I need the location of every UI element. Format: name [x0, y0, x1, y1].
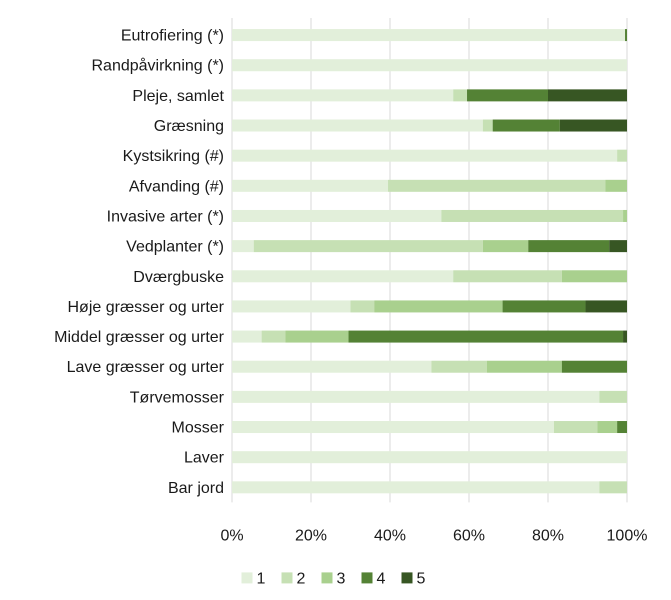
x-tick-label: 100% [607, 527, 648, 544]
bar-segment-series-5 [548, 89, 627, 102]
bar-segment-series-1 [232, 240, 254, 253]
bar-segment-series-4 [625, 29, 627, 42]
category-label: Invasive arter (*) [107, 208, 224, 225]
bar-segment-series-2 [388, 179, 606, 192]
bars [232, 29, 627, 494]
bar-segment-series-1 [232, 29, 626, 42]
bar-segment-series-2 [453, 89, 468, 102]
legend-label: 1 [257, 570, 266, 587]
bar-segment-series-2 [453, 270, 562, 283]
legend-label: 2 [297, 570, 306, 587]
bar-segment-series-2 [482, 119, 493, 132]
bar-segment-series-1 [232, 330, 262, 343]
bar-segment-series-1 [232, 451, 627, 464]
bar-segment-series-2 [431, 360, 487, 373]
bar-segment-series-2 [261, 330, 286, 343]
x-tick-label: 40% [374, 527, 406, 544]
bar-segment-series-5 [623, 330, 627, 343]
bar-segment-series-1 [232, 149, 618, 162]
bar-segment-series-3 [486, 360, 562, 373]
bar-segment-series-4 [617, 421, 627, 434]
legend-swatch [361, 572, 373, 584]
bar-segment-series-2 [553, 421, 598, 434]
bar-segment-series-3 [597, 421, 618, 434]
bar-segment-series-3 [482, 240, 529, 253]
legend-label: 5 [417, 570, 426, 587]
bar-segment-series-2 [253, 240, 483, 253]
bar-segment-series-5 [609, 240, 627, 253]
bar-segment-series-1 [232, 59, 627, 72]
bar-segment-series-3 [605, 179, 627, 192]
x-tick-label: 60% [453, 527, 485, 544]
bar-segment-series-4 [528, 240, 610, 253]
bar-segment-series-3 [561, 270, 627, 283]
bar-segment-series-3 [374, 300, 503, 313]
x-tick-labels: 0% 20% 40% 60% 80% 100% [220, 527, 647, 544]
x-tick-label: 80% [532, 527, 564, 544]
bar-segment-series-5 [585, 300, 627, 313]
category-label: Mosser [172, 420, 225, 437]
legend-swatch [281, 572, 293, 584]
category-label: Bar jord [168, 480, 224, 497]
bar-segment-series-1 [232, 481, 600, 494]
x-tick-label: 0% [220, 527, 243, 544]
bar-segment-series-3 [623, 209, 627, 222]
legend-swatch [401, 572, 413, 584]
x-tick-label: 20% [295, 527, 327, 544]
bar-segment-series-2 [599, 390, 627, 403]
category-label: Eutrofiering (*) [121, 28, 224, 45]
bar-segment-series-1 [232, 270, 454, 283]
bar-segment-series-1 [232, 89, 454, 102]
bar-segment-series-1 [232, 209, 442, 222]
legend-label: 3 [337, 570, 346, 587]
bar-segment-series-1 [232, 300, 351, 313]
bar-segment-series-5 [559, 119, 627, 132]
bar-segment-series-4 [561, 360, 627, 373]
bar-segment-series-1 [232, 390, 600, 403]
category-label: Vedplanter (*) [126, 239, 224, 256]
legend-label: 4 [377, 570, 386, 587]
category-label: Laver [184, 450, 225, 467]
category-label: Tørvemosser [130, 389, 225, 406]
bar-segment-series-2 [599, 481, 627, 494]
category-label: Dværgbuske [133, 269, 224, 286]
bar-segment-series-4 [467, 89, 548, 102]
bar-segment-series-4 [492, 119, 560, 132]
category-label: Middel græsser og urter [54, 329, 225, 346]
bar-segment-series-1 [232, 119, 483, 132]
bar-segment-series-1 [232, 179, 389, 192]
bar-segment-series-2 [350, 300, 375, 313]
bar-segment-series-3 [285, 330, 349, 343]
category-label: Lave græsser og urter [67, 359, 225, 376]
legend: 1 2 3 4 5 [241, 570, 426, 587]
legend-swatch [321, 572, 333, 584]
category-label: Pleje, samlet [132, 88, 224, 105]
bar-segment-series-2 [617, 149, 627, 162]
bar-segment-series-1 [232, 421, 554, 434]
bar-segment-series-4 [348, 330, 624, 343]
category-label: Afvanding (#) [129, 178, 224, 195]
bar-segment-series-1 [232, 360, 432, 373]
legend-swatch [241, 572, 253, 584]
category-label: Kystsikring (#) [123, 148, 224, 165]
bar-segment-series-4 [502, 300, 586, 313]
bar-segment-series-2 [441, 209, 624, 222]
category-label: Randpåvirkning (*) [91, 57, 224, 75]
category-label: Græsning [154, 118, 224, 135]
category-labels: Eutrofiering (*) Randpåvirkning (*) Pleje,… [54, 28, 225, 497]
category-label: Høje græsser og urter [68, 299, 225, 316]
